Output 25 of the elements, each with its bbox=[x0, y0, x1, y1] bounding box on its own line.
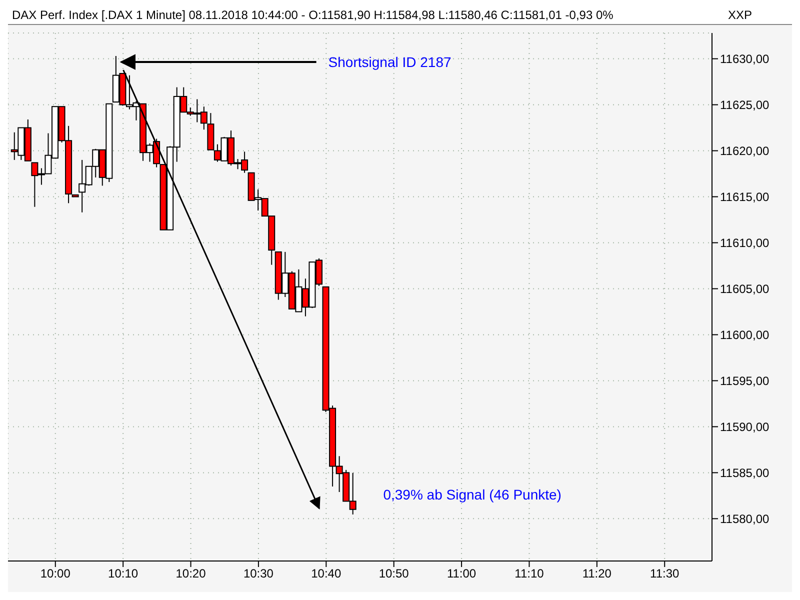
y-tick-label: 11580,00 bbox=[720, 512, 770, 526]
y-tick-label: 11615,00 bbox=[720, 190, 770, 204]
x-tick-label: 11:20 bbox=[582, 566, 612, 581]
x-tick-label: 11:00 bbox=[446, 566, 476, 581]
text: XXP bbox=[728, 8, 754, 24]
y-tick-label: 11625,00 bbox=[720, 98, 770, 112]
y-tick-label: 11620,00 bbox=[720, 144, 770, 158]
x-tick-label: 10:10 bbox=[108, 566, 138, 581]
x-tick-label: 10:40 bbox=[311, 566, 342, 581]
annotation: 0,39% ab Signal (46 Punkte) bbox=[383, 486, 562, 502]
x-tick-label: 10:50 bbox=[378, 566, 410, 581]
y-tick-label: 11595,00 bbox=[720, 374, 770, 388]
x-tick-label: 10:30 bbox=[243, 566, 274, 581]
x-tick-label: 10:20 bbox=[176, 566, 206, 581]
annotation: Shortsignal ID 2187 bbox=[328, 54, 452, 70]
y-tick-label: 11590,00 bbox=[720, 420, 770, 434]
y-tick-label: 11605,00 bbox=[720, 282, 770, 296]
y-tick-label: 11630,00 bbox=[720, 52, 770, 66]
x-tick-label: 10:00 bbox=[40, 566, 71, 581]
y-tick-label: 11610,00 bbox=[720, 236, 770, 250]
y-tick-label: 11600,00 bbox=[720, 328, 770, 342]
y-tick-label: 11585,00 bbox=[720, 466, 770, 480]
x-tick-label: 11:10 bbox=[514, 566, 544, 581]
chart-title: DAX Perf. Index [.DAX 1 Minute] 08.11.2018 10:44:00 - O:11581,90 H:11584,98 L:11580,46 C:11581,01 -0,93 0% bbox=[12, 8, 614, 24]
x-tick-label: 11:30 bbox=[650, 566, 680, 581]
